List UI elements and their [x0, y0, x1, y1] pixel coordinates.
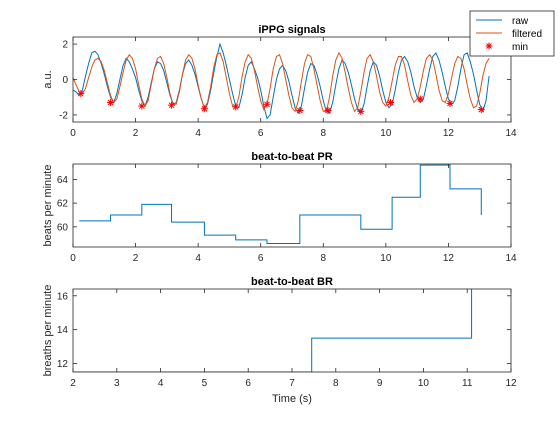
chart-panel-2: 0 2 4 6 8 10 12 14 60 62 64 beat-to-beat PR beats pe… — [42, 151, 517, 264]
y-tick-label: 16 — [57, 291, 69, 302]
x-tick-label: 7 — [289, 378, 295, 389]
x-tick-label: 10 — [380, 253, 392, 264]
min-marker — [387, 99, 395, 107]
legend-min-marker — [485, 42, 493, 50]
plot-area — [73, 164, 511, 247]
min-marker — [324, 106, 332, 114]
x-tick-label: 4 — [158, 378, 164, 389]
axes-box — [72, 163, 512, 248]
y-tick-label: 60 — [57, 222, 69, 233]
x-tick-label: 5 — [202, 378, 208, 389]
plot-series-group — [73, 42, 490, 120]
min-marker — [138, 102, 146, 110]
y-axis-label: beats per minute — [42, 165, 54, 247]
chart-title: beat-to-beat PR — [251, 151, 332, 163]
min-marker — [168, 101, 176, 109]
x-tick-label: 6 — [258, 128, 264, 139]
x-tick-label: 14 — [505, 128, 517, 139]
x-tick-label: 2 — [70, 378, 76, 389]
x-tick-label: 9 — [377, 378, 383, 389]
legend-raw-label: raw — [512, 16, 529, 27]
plot-series-group — [79, 164, 482, 244]
step-line — [79, 164, 482, 244]
min-marker — [200, 105, 208, 113]
min-marker — [446, 99, 454, 107]
y-axis-label: a.u. — [42, 70, 54, 88]
plot-area — [73, 37, 511, 122]
y-tick-label: -2 — [59, 110, 68, 121]
x-tick-label: 3 — [114, 378, 120, 389]
legend-filtered-label: filtered — [512, 29, 542, 40]
y-tick-label: 2 — [62, 40, 68, 51]
min-marker — [77, 90, 85, 98]
filtered-line — [73, 51, 490, 113]
chart-panel-3: 2 3 4 5 6 7 8 9 10 11 12 12 14 16 beat-to-beat BR breat… — [42, 276, 517, 405]
min-marker — [232, 103, 240, 111]
y-tick-label: 14 — [57, 325, 69, 336]
plot-area — [73, 289, 511, 372]
legend-min-label: min — [512, 42, 528, 53]
chart-title: iPPG signals — [258, 24, 325, 36]
x-tick-label: 10 — [418, 378, 430, 389]
x-tick-label: 0 — [70, 253, 76, 264]
x-tick-label: 6 — [245, 378, 251, 389]
x-tick-label: 12 — [505, 378, 517, 389]
x-tick-label: 6 — [258, 253, 264, 264]
step-line — [73, 289, 473, 372]
x-tick-label: 2 — [133, 128, 139, 139]
x-tick-label: 2 — [133, 253, 139, 264]
min-marker — [477, 106, 485, 114]
min-marker — [107, 99, 115, 107]
x-tick-label: 0 — [70, 128, 76, 139]
raw-line — [73, 42, 490, 120]
x-tick-label: 10 — [380, 128, 392, 139]
min-marker — [296, 106, 304, 114]
x-axis-label: Time (s) — [272, 393, 312, 405]
plot-series-group — [73, 289, 473, 372]
y-tick-label: 62 — [57, 199, 69, 210]
x-tick-label: 12 — [443, 253, 455, 264]
x-tick-label: 8 — [321, 128, 327, 139]
x-tick-label: 8 — [333, 378, 339, 389]
min-marker — [416, 95, 424, 103]
x-tick-label: 14 — [505, 253, 517, 264]
legend: raw filtered min — [469, 10, 555, 57]
min-marker — [263, 100, 271, 108]
x-tick-label: 8 — [321, 253, 327, 264]
x-tick-label: 11 — [462, 378, 473, 389]
y-tick-label: 12 — [57, 359, 69, 370]
x-tick-label: 4 — [195, 253, 201, 264]
x-tick-label: 4 — [195, 128, 201, 139]
y-tick-label: 64 — [57, 175, 69, 186]
y-axis-label: breaths per minute — [42, 285, 54, 377]
min-marker — [357, 107, 365, 115]
x-tick-label: 12 — [443, 128, 455, 139]
y-tick-label: 0 — [62, 75, 68, 86]
chart-title: beat-to-beat BR — [251, 276, 333, 288]
